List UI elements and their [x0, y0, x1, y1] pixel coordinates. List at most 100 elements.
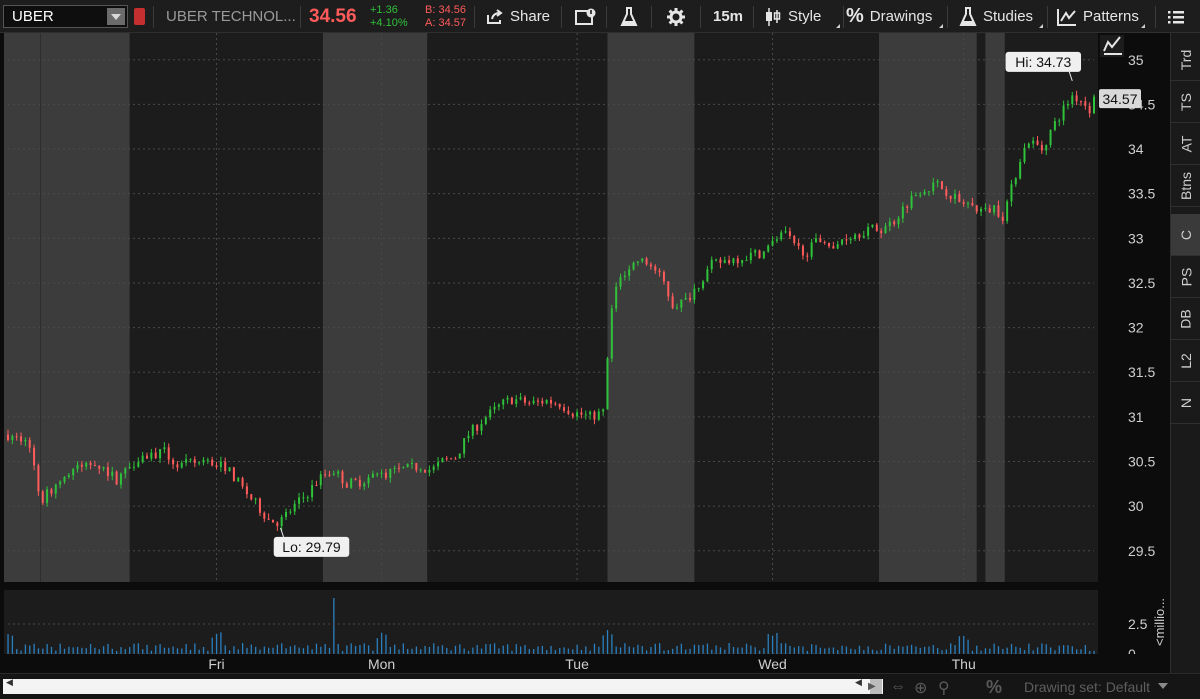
side-tab-n[interactable]: N: [1171, 382, 1200, 424]
volume-bar: [659, 643, 661, 654]
candle-body: [254, 498, 257, 500]
side-tab-db[interactable]: DB: [1171, 298, 1200, 340]
scroll-right-icon[interactable]: ◀: [855, 677, 862, 687]
volume-bar: [528, 649, 530, 654]
candle-body: [906, 206, 909, 208]
last-price: 34.56: [309, 5, 357, 27]
candle-body: [793, 236, 796, 244]
candle-body: [202, 459, 205, 463]
volume-bar: [1093, 650, 1095, 654]
candle-body: [545, 400, 548, 404]
symbol-dropdown-icon[interactable]: [107, 8, 125, 25]
side-tab-trd[interactable]: Trd: [1171, 39, 1200, 81]
candle-body: [723, 260, 726, 263]
candle-body: [841, 239, 844, 245]
share-button[interactable]: Share: [486, 0, 550, 33]
symbol-input[interactable]: UBER: [3, 5, 128, 28]
alerts-button[interactable]: [575, 0, 597, 33]
settings-button[interactable]: [666, 0, 686, 33]
volume-bar: [185, 644, 187, 654]
candle-body: [415, 463, 418, 471]
zoom-icon[interactable]: ⚲: [938, 680, 950, 697]
candle-body: [649, 264, 652, 267]
drawing-set-dropdown-icon[interactable]: [1158, 683, 1168, 689]
side-tab-c[interactable]: C: [1171, 214, 1200, 256]
candle-body: [901, 206, 904, 219]
candle-body: [206, 459, 209, 461]
time-scrollbar[interactable]: [3, 679, 883, 694]
toolbar: UBER UBER TECHNOL... 34.56 +1.36 +4.10% …: [0, 0, 1200, 33]
candle-body: [984, 207, 987, 209]
scroll-left-icon[interactable]: ◀: [6, 677, 13, 687]
volume-bar: [1002, 648, 1004, 654]
x-tick-label: Tue: [565, 656, 589, 672]
side-tab-ps[interactable]: PS: [1171, 256, 1200, 298]
side-tab-ts[interactable]: TS: [1171, 81, 1200, 123]
symbol-link-icon[interactable]: [134, 8, 145, 25]
last-price-label: 34.57: [1102, 91, 1137, 107]
divider: [300, 6, 301, 28]
expand-horizontal-icon[interactable]: ⇔: [890, 678, 906, 695]
candle-body: [784, 231, 787, 233]
side-tab-btns[interactable]: Btns: [1171, 165, 1200, 207]
candle-body: [467, 435, 470, 439]
volume-bar: [116, 650, 118, 654]
volume-bar: [789, 645, 791, 654]
candle-body: [975, 205, 978, 212]
candle-body: [1023, 147, 1026, 162]
drawings-button[interactable]: % Drawings: [846, 0, 945, 33]
candle-body: [836, 244, 839, 249]
side-tab-at[interactable]: AT: [1171, 123, 1200, 165]
volume-pane[interactable]: [4, 590, 1098, 654]
volume-bar: [837, 650, 839, 654]
scroll-right-arrow-icon[interactable]: ▶: [868, 681, 876, 692]
volume-bar: [272, 647, 274, 654]
volume-bar: [706, 643, 709, 654]
candle-body: [1084, 101, 1087, 106]
lab-button[interactable]: [620, 0, 638, 33]
candle-body: [606, 358, 609, 410]
candle-body: [563, 407, 566, 411]
timeframe-button[interactable]: 15m: [713, 0, 743, 33]
high-label: Hi: 34.73: [1015, 54, 1071, 70]
drawings-percent-icon[interactable]: %: [986, 677, 1003, 697]
style-button[interactable]: Style: [764, 0, 842, 33]
side-tab-label: Trd: [1177, 49, 1194, 70]
side-tab-l2[interactable]: L2: [1171, 340, 1200, 382]
volume-bar: [615, 646, 617, 654]
crosshair-icon[interactable]: ⊕: [914, 680, 928, 697]
candle-body: [46, 489, 49, 503]
volume-bar: [394, 644, 396, 654]
volume-bar: [111, 648, 113, 654]
volume-bar: [506, 644, 509, 654]
chart-tool-icon[interactable]: [1100, 35, 1124, 57]
percent-icon: %: [846, 5, 864, 27]
volume-bar: [841, 645, 843, 654]
volume-bar: [341, 650, 344, 654]
patterns-button[interactable]: Patterns: [1057, 0, 1147, 33]
volume-bar: [923, 646, 926, 654]
volume-bar: [137, 643, 140, 654]
candle-body: [276, 522, 279, 527]
volume-bar: [94, 647, 96, 654]
menu-button[interactable]: [1168, 0, 1184, 33]
volume-bar: [172, 646, 174, 654]
scroll-thumb[interactable]: [870, 679, 882, 694]
session-band: [607, 33, 695, 582]
volume-bar: [276, 644, 279, 654]
volume-bar: [1010, 643, 1013, 654]
candle-body: [224, 461, 227, 472]
volume-axis-label: <millio...: [1152, 598, 1167, 646]
candle-body: [658, 270, 661, 273]
drawing-set-label[interactable]: Drawing set: Default: [1024, 679, 1151, 695]
volume-bar: [146, 644, 148, 654]
studies-button[interactable]: Studies: [959, 0, 1045, 33]
candle-body: [350, 478, 353, 488]
volume-bar: [207, 650, 209, 654]
volume-bar: [598, 646, 600, 654]
volume-bar: [937, 648, 939, 654]
volume-bar: [624, 643, 626, 654]
volume-bar: [880, 649, 882, 654]
volume-bar: [294, 645, 296, 654]
